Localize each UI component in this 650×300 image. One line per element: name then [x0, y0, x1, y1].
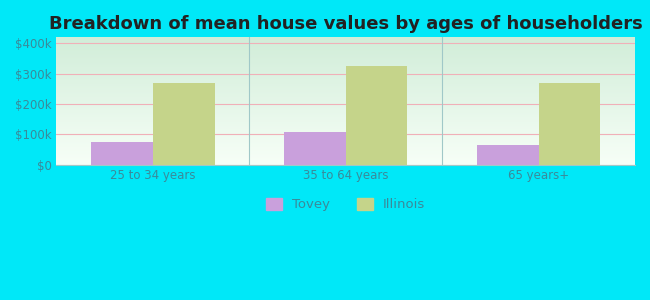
Bar — [346, 66, 408, 165]
Title: Breakdown of mean house values by ages of householders: Breakdown of mean house values by ages o… — [49, 15, 643, 33]
Legend: Tovey, Illinois: Tovey, Illinois — [266, 198, 426, 211]
Bar — [153, 83, 215, 165]
Bar — [539, 83, 601, 165]
Bar — [477, 145, 539, 165]
Bar — [284, 132, 346, 165]
Bar — [91, 142, 153, 165]
